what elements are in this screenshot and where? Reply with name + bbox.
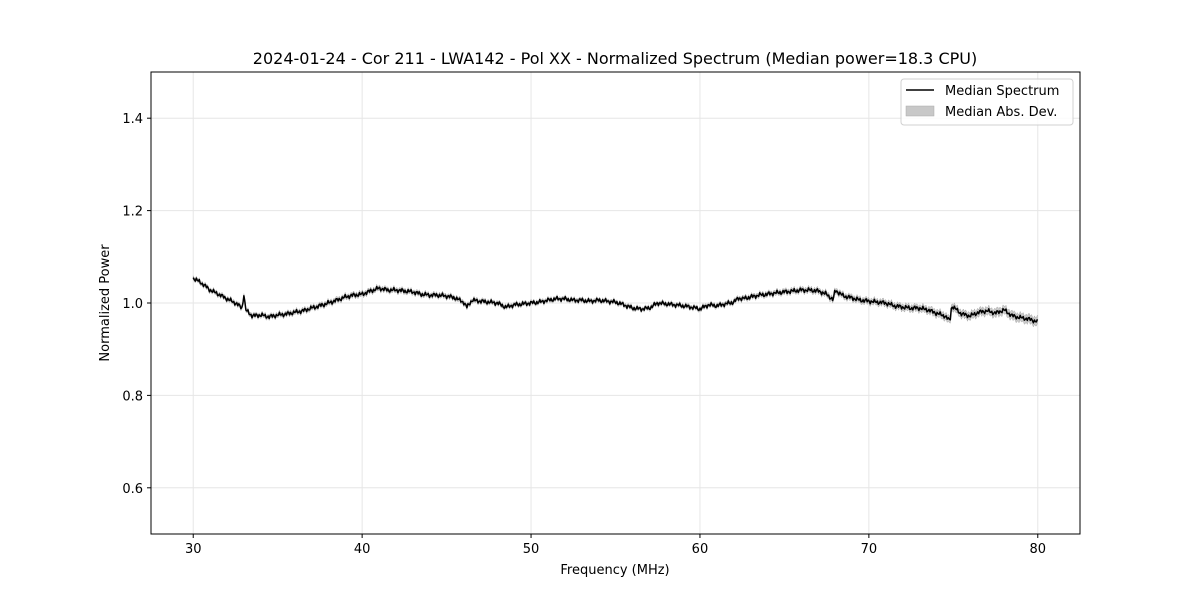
x-tick-label: 60 — [692, 542, 709, 557]
chart-title: 2024-01-24 - Cor 211 - LWA142 - Pol XX -… — [253, 49, 977, 68]
legend-label-median-spectrum: Median Spectrum — [945, 84, 1059, 99]
x-axis-label: Frequency (MHz) — [560, 563, 669, 578]
legend-label-mad: Median Abs. Dev. — [945, 105, 1057, 120]
y-axis-label: Normalized Power — [98, 244, 113, 362]
y-axis-ticks: 0.6 0.8 1.0 1.2 1.4 — [122, 112, 151, 497]
median-spectrum-line — [192, 277, 1039, 324]
x-tick-label: 30 — [185, 542, 202, 557]
y-tick-label: 1.4 — [122, 112, 143, 127]
y-tick-label: 0.8 — [122, 389, 143, 404]
x-tick-label: 40 — [354, 542, 371, 557]
legend-band-swatch — [905, 105, 935, 117]
y-tick-label: 0.6 — [122, 482, 143, 497]
x-axis-ticks: 30 40 50 60 70 80 — [185, 534, 1046, 557]
x-tick-label: 50 — [523, 542, 540, 557]
legend: Median Spectrum Median Abs. Dev. — [900, 78, 1074, 126]
y-tick-label: 1.0 — [122, 297, 143, 312]
x-tick-label: 80 — [1029, 542, 1046, 557]
y-tick-label: 1.2 — [122, 205, 143, 220]
x-tick-label: 70 — [861, 542, 878, 557]
legend-frame — [900, 78, 1074, 126]
